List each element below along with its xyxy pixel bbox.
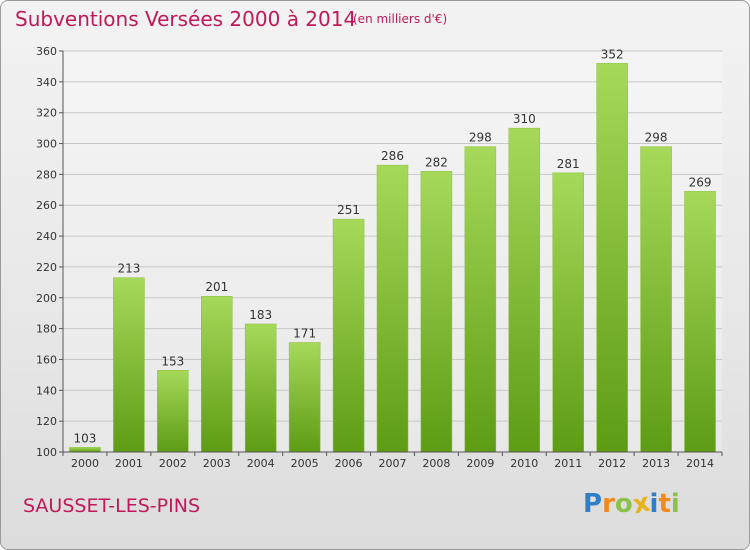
bar-2013 — [640, 146, 672, 453]
axes: 100 120 140 160 180 200 220 240 260 280 300 320 340 3… — [36, 45, 723, 470]
commune-name: SAUSSET-LES-PINS — [23, 495, 201, 517]
chart-title: Subventions Versées 2000 à 2014 — [15, 7, 357, 31]
logo-letter: P — [583, 489, 603, 519]
logo-letter: i — [670, 489, 680, 519]
logo-letter: t — [658, 489, 671, 519]
y-tick-label: 260 — [36, 199, 57, 212]
y-tick-label: 240 — [36, 230, 57, 243]
logo-letter: i — [649, 489, 659, 519]
x-tick-label: 2010 — [510, 457, 538, 470]
data-label-2007: 286 — [381, 149, 404, 163]
bars — [69, 63, 716, 453]
y-tick-label: 160 — [36, 353, 57, 366]
x-tick-label: 2011 — [554, 457, 582, 470]
y-tick-label: 120 — [36, 415, 57, 428]
y-tick-label: 200 — [36, 292, 57, 305]
proxiti-logo: Proxiti — [583, 488, 680, 521]
bar-2000 — [69, 447, 101, 453]
y-tick-label: 360 — [36, 45, 57, 58]
bar-2005 — [288, 342, 321, 453]
bar-2008 — [420, 171, 453, 453]
data-label-2006: 251 — [337, 203, 360, 217]
data-label-2010: 310 — [513, 112, 536, 126]
y-tick-label: 340 — [36, 76, 57, 89]
data-label-2000: 103 — [74, 431, 97, 445]
y-tick-label: 320 — [36, 107, 57, 120]
data-label-2014: 269 — [689, 175, 712, 189]
data-label-2009: 298 — [469, 131, 492, 145]
logo-letter: r — [602, 489, 615, 519]
data-label-2001: 213 — [117, 262, 140, 276]
data-label-2013: 298 — [645, 131, 668, 145]
logo-letter: o — [614, 489, 633, 519]
bar-2010 — [508, 127, 541, 453]
y-tick-label: 280 — [36, 168, 57, 181]
data-label-2004: 183 — [249, 308, 272, 322]
x-tick-label: 2007 — [379, 457, 407, 470]
x-tick-label: 2009 — [466, 457, 494, 470]
x-tick-label: 2012 — [598, 457, 626, 470]
bar-2004 — [244, 323, 277, 453]
x-tick-label: 2004 — [247, 457, 275, 470]
y-tick-label: 300 — [36, 138, 57, 151]
data-label-2003: 201 — [205, 280, 228, 294]
bar-2014 — [684, 191, 716, 453]
x-tick-label: 2000 — [71, 457, 99, 470]
chart-subtitle: (en milliers d'€) — [353, 12, 448, 26]
x-tick-label: 2008 — [422, 457, 450, 470]
bar-2007 — [376, 164, 409, 453]
y-tick-label: 180 — [36, 323, 57, 336]
bar-2006 — [332, 218, 365, 453]
bar-2001 — [113, 277, 145, 453]
x-tick-label: 2002 — [159, 457, 187, 470]
x-tick-label: 2006 — [335, 457, 363, 470]
x-tick-label: 2003 — [203, 457, 231, 470]
data-label-2011: 281 — [557, 157, 580, 171]
y-tick-label: 220 — [36, 261, 57, 274]
bar-2003 — [201, 295, 233, 453]
data-label-2002: 153 — [161, 354, 184, 368]
x-tick-label: 2013 — [642, 457, 670, 470]
y-tick-label: 140 — [36, 384, 57, 397]
data-label-2008: 282 — [425, 155, 448, 169]
x-tick-label: 2014 — [686, 457, 714, 470]
x-tick-label: 2005 — [291, 457, 319, 470]
bar-2009 — [464, 146, 497, 453]
bar-2011 — [552, 172, 584, 453]
bar-2002 — [157, 370, 189, 453]
data-label-2005: 171 — [293, 326, 316, 340]
y-tick-label: 100 — [36, 446, 57, 459]
x-tick-label: 2001 — [115, 457, 143, 470]
data-label-2012: 352 — [601, 47, 624, 61]
data-labels: 103 213 153 201 183 171 251 286 282 298 310 281 352 2… — [74, 47, 712, 445]
bar-2012 — [596, 63, 628, 453]
